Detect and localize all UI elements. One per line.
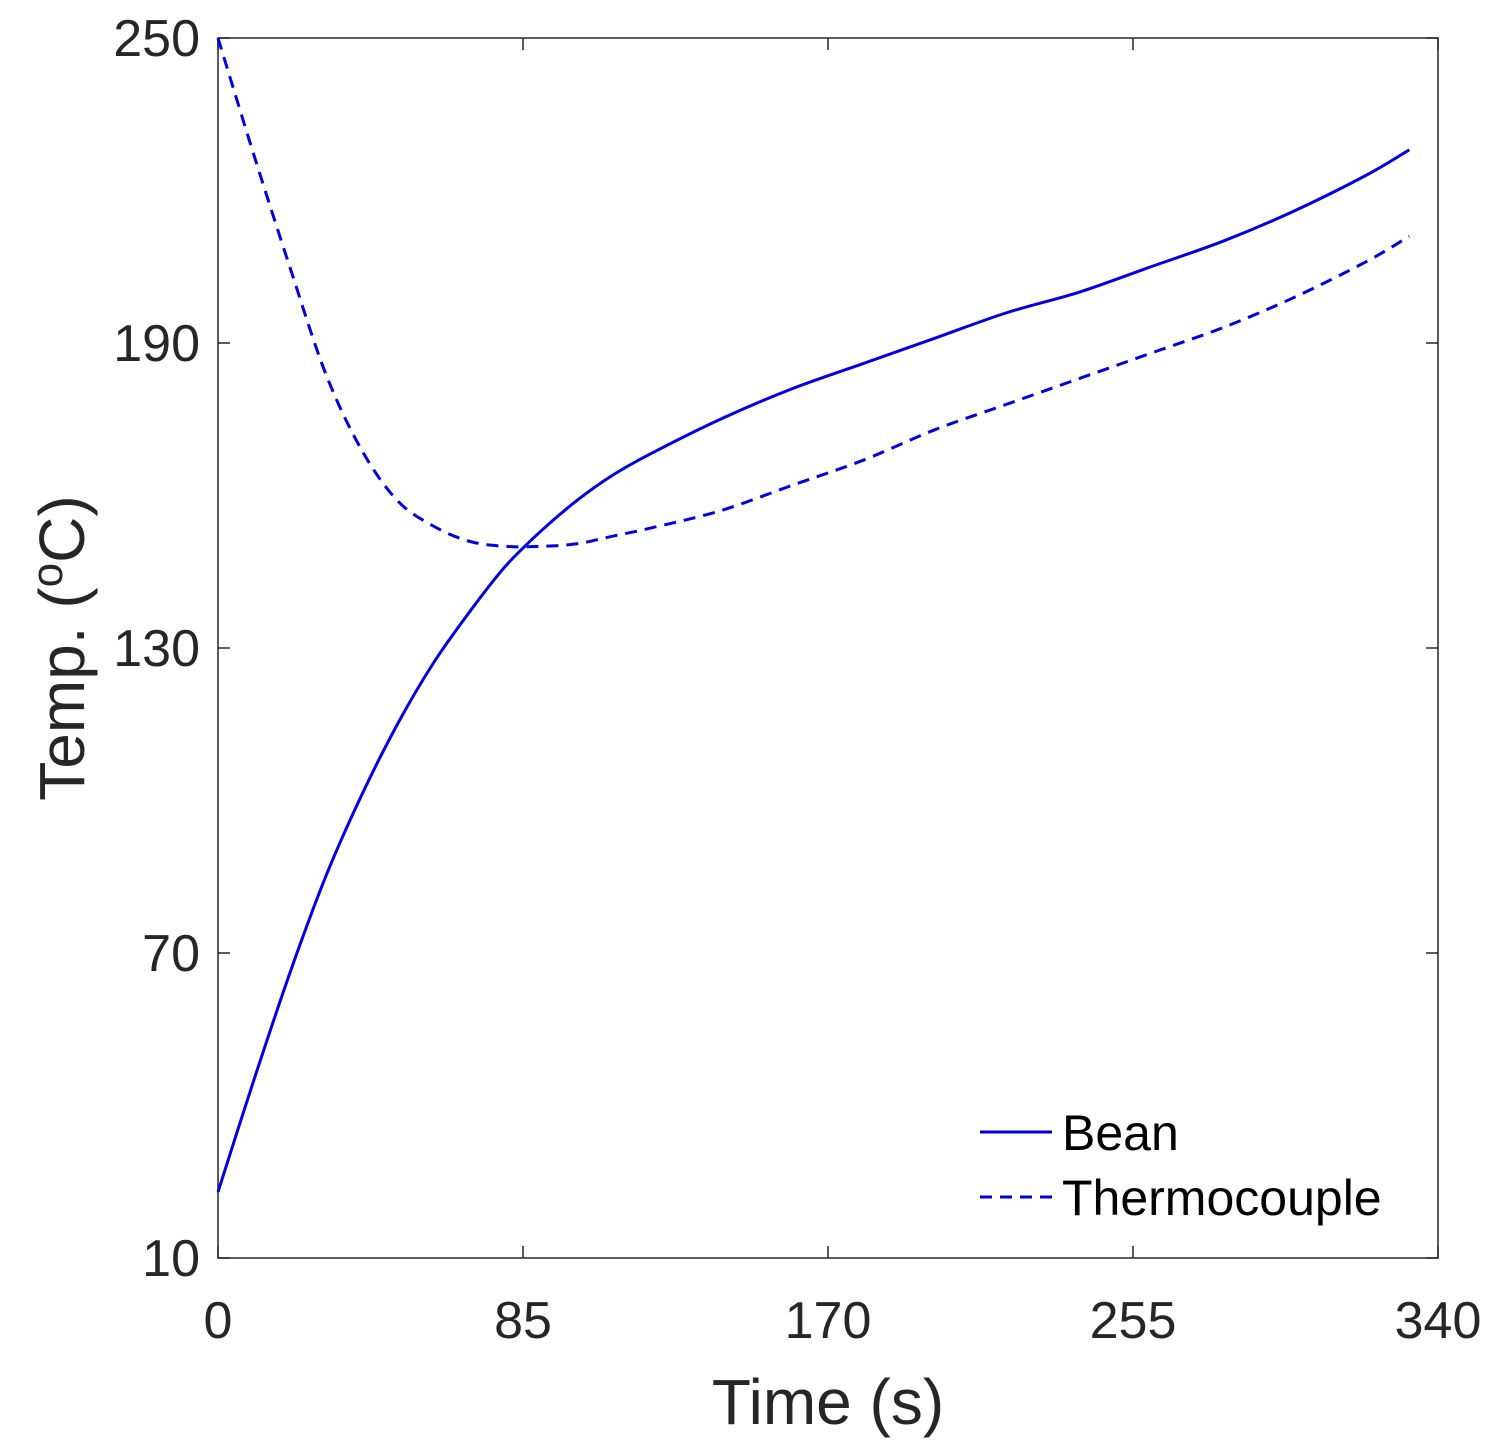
plot-area bbox=[217, 37, 1439, 1259]
x-axis-label: Time (s) bbox=[712, 1366, 944, 1438]
y-tick-label: 70 bbox=[142, 925, 200, 983]
x-tick-label: 0 bbox=[204, 1292, 233, 1350]
y-axis-label-unit: C) bbox=[26, 495, 98, 563]
x-tick-label: 170 bbox=[785, 1292, 872, 1350]
axis-ticks: 0 85 170 255 340 10 70 130 190 250 bbox=[113, 10, 1481, 1350]
legend: Bean Thermocouple bbox=[980, 1105, 1382, 1226]
y-tick-label: 190 bbox=[113, 315, 200, 373]
legend-label-thermocouple: Thermocouple bbox=[1062, 1170, 1382, 1226]
y-axis-label-superscript: o bbox=[23, 563, 72, 587]
legend-label-bean: Bean bbox=[1062, 1105, 1179, 1161]
series-layer bbox=[216, 37, 1411, 1193]
x-tick-label: 340 bbox=[1395, 1292, 1482, 1350]
series-line-thermocouple bbox=[216, 37, 1411, 549]
y-axis-label: Temp. (oC) bbox=[23, 495, 98, 800]
y-axis-label-main: Temp. ( bbox=[26, 587, 98, 800]
axis-labels: Time (s) Temp. (oC) bbox=[23, 495, 944, 1438]
y-tick-label: 250 bbox=[113, 10, 200, 68]
x-tick-label: 85 bbox=[494, 1292, 552, 1350]
plot-border bbox=[217, 37, 1439, 1259]
y-tick-label: 130 bbox=[113, 620, 200, 678]
x-tick-label: 255 bbox=[1090, 1292, 1177, 1350]
series-line-bean bbox=[216, 148, 1411, 1193]
y-tick-label: 10 bbox=[142, 1230, 200, 1288]
